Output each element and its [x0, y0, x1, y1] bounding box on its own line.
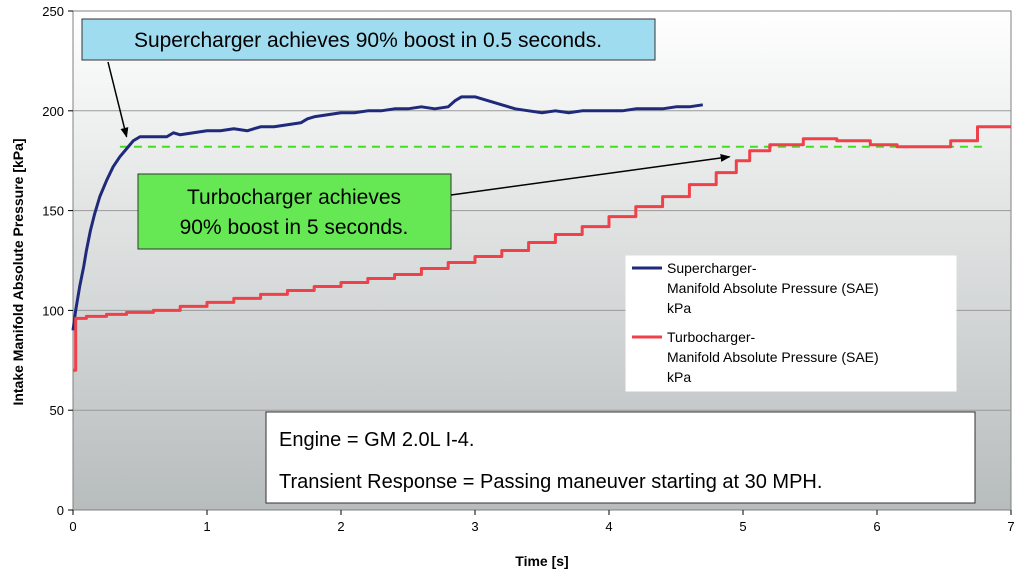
legend-turbocharger-line-2: Manifold Absolute Pressure (SAE)	[667, 349, 879, 365]
supercharger-series-line	[71, 95, 704, 331]
turbocharger-callout: Turbocharger achieves 90% boost in 5 sec…	[137, 153, 731, 250]
x-tick-label: 3	[471, 519, 478, 534]
y-tick-label: 150	[42, 204, 64, 219]
engine-note-line-1: Engine = GM 2.0L I-4.	[279, 429, 474, 451]
y-tick-label: 250	[42, 4, 64, 19]
legend-supercharger-line-1: Supercharger-	[667, 260, 757, 276]
x-tick-label: 2	[337, 519, 344, 534]
turbocharger-callout-line-2: 90% boost in 5 seconds.	[180, 216, 409, 239]
turbocharger-callout-line-1: Turbocharger achieves	[187, 186, 401, 209]
x-tick-label: 4	[605, 519, 612, 534]
y-tick-label: 0	[57, 503, 64, 518]
engine-note: Engine = GM 2.0L I-4. Transient Response…	[265, 411, 976, 504]
x-axis-title: Time [s]	[515, 553, 568, 569]
engine-note-line-2: Transient Response = Passing maneuver st…	[279, 471, 822, 493]
legend: Supercharger- Manifold Absolute Pressure…	[625, 255, 957, 392]
x-tick-label: 0	[69, 519, 76, 534]
legend-turbocharger-line-3: kPa	[667, 369, 691, 385]
x-tick-label: 5	[739, 519, 746, 534]
x-tick-label: 7	[1007, 519, 1014, 534]
x-axis: 0 1 2 3 4 5 6 7	[69, 510, 1015, 534]
y-axis-title: Intake Manifold Absolute Pressure [kPa]	[10, 138, 26, 405]
turbocharger-callout-arrow	[450, 153, 731, 196]
y-tick-label: 200	[42, 104, 64, 119]
supercharger-callout: Supercharger achieves 90% boost in 0.5 s…	[81, 18, 656, 138]
legend-turbocharger-line-1: Turbocharger-	[667, 329, 756, 345]
legend-supercharger-line-2: Manifold Absolute Pressure (SAE)	[667, 280, 879, 296]
y-tick-label: 100	[42, 303, 64, 318]
supercharger-callout-arrow	[107, 61, 129, 138]
supercharger-callout-text: Supercharger achieves 90% boost in 0.5 s…	[134, 29, 602, 52]
x-tick-label: 1	[203, 519, 210, 534]
x-tick-label: 6	[873, 519, 880, 534]
legend-supercharger-line-3: kPa	[667, 300, 691, 316]
y-tick-label: 50	[50, 403, 64, 418]
turbocharger-series-line	[73, 125, 1011, 372]
y-axis: 0 50 100 150 200 250	[42, 4, 73, 518]
